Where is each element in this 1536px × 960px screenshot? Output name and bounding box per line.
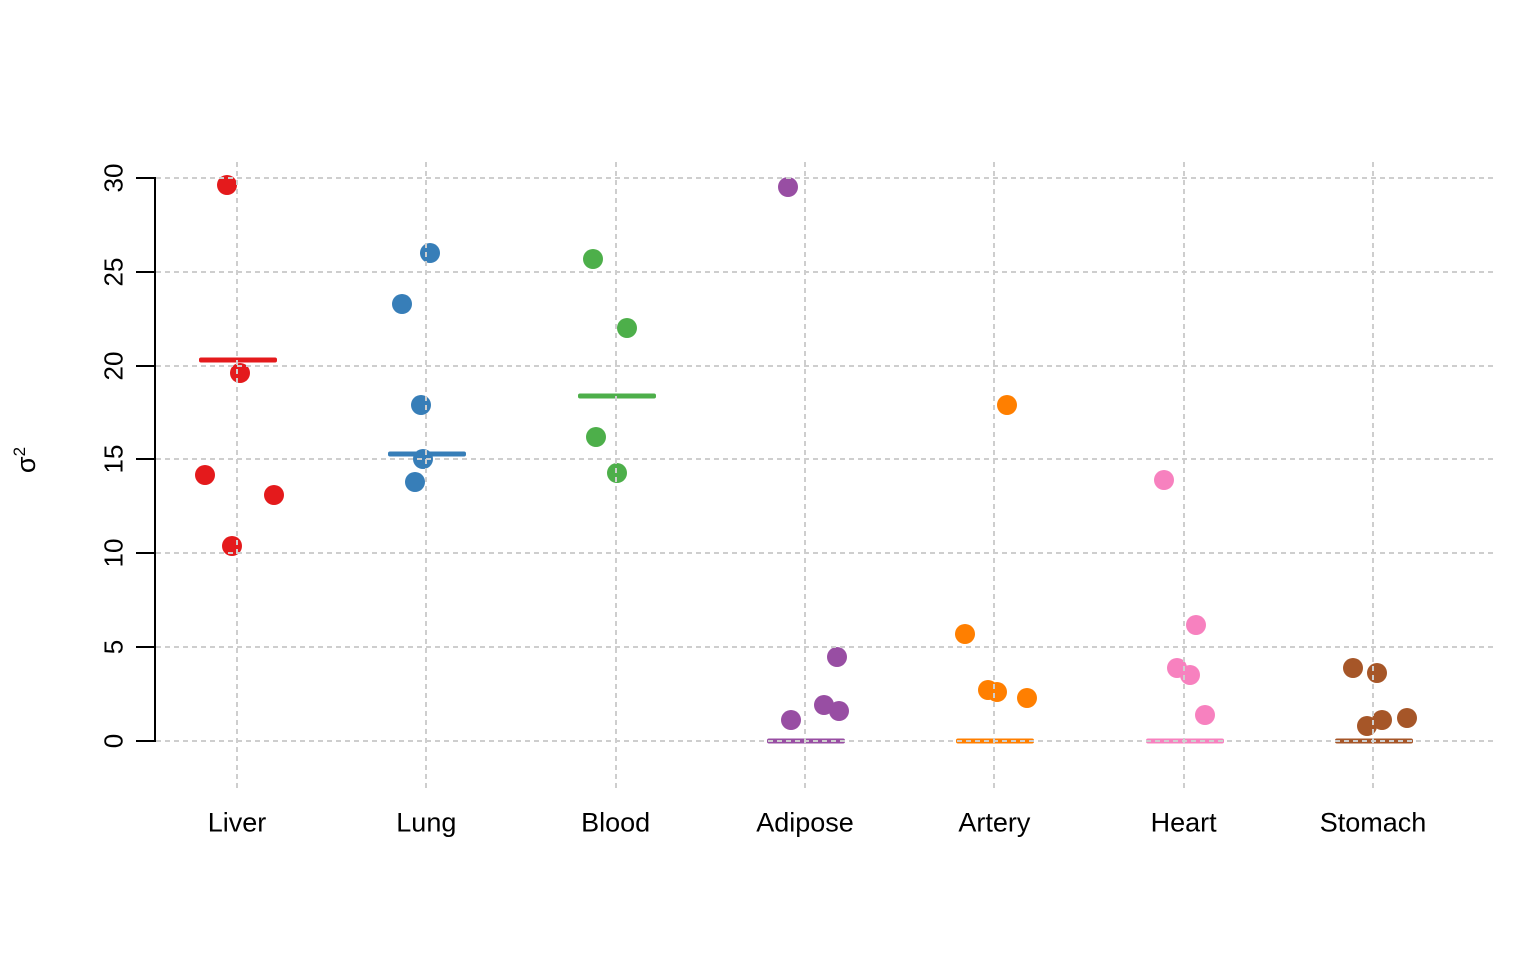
data-point-adipose	[777, 177, 798, 198]
x-category-label-blood: Blood	[581, 807, 651, 838]
y-tick-label: 30	[98, 163, 129, 193]
data-point-adipose	[828, 700, 849, 721]
x-category-label-heart: Heart	[1150, 807, 1217, 838]
y-tick-label: 15	[98, 445, 129, 474]
mean-line-liver	[199, 357, 277, 363]
data-point-blood	[585, 426, 606, 447]
data-point-artery	[997, 395, 1018, 416]
data-point-liver	[217, 175, 237, 196]
y-axis-title: σ2	[10, 447, 42, 473]
data-point-artery	[987, 682, 1008, 703]
y-axis-title-exponent: 2	[10, 446, 29, 457]
data-point-blood	[582, 248, 603, 269]
x-category-label-adipose: Adipose	[756, 807, 854, 838]
data-point-heart	[1185, 614, 1206, 635]
y-tick-label: 25	[98, 257, 129, 287]
y-axis-tick	[136, 364, 154, 367]
data-point-blood	[616, 318, 637, 339]
data-point-heart	[1153, 470, 1174, 491]
y-axis-tick	[136, 270, 154, 273]
data-point-blood	[606, 462, 627, 483]
data-point-adipose	[826, 646, 847, 667]
y-axis-tick	[136, 740, 154, 742]
data-point-heart	[1194, 704, 1215, 725]
data-point-liver	[195, 464, 215, 485]
y-axis-tick	[136, 646, 154, 649]
x-category-label-lung: Lung	[396, 807, 457, 838]
data-point-artery	[1017, 687, 1038, 708]
data-point-lung	[405, 472, 426, 492]
data-point-liver	[264, 485, 284, 506]
y-tick-label: 5	[98, 639, 129, 655]
y-axis-title-sigma: σ	[11, 456, 41, 474]
y-tick-label: 10	[98, 538, 129, 568]
y-axis-line	[154, 176, 156, 742]
mean-line-blood	[577, 393, 656, 399]
data-point-artery	[955, 624, 976, 645]
data-point-stomach	[1371, 710, 1392, 731]
data-point-stomach	[1342, 657, 1363, 678]
data-point-heart	[1179, 665, 1200, 686]
y-axis-tick	[136, 552, 154, 555]
y-tick-label: 20	[98, 351, 129, 381]
y-axis-tick	[136, 458, 154, 461]
x-category-label-liver: Liver	[207, 807, 267, 838]
x-category-label-stomach: Stomach	[1319, 807, 1427, 838]
data-point-liver	[230, 363, 250, 384]
y-axis-tick	[136, 176, 154, 179]
y-tick-label: 0	[98, 733, 129, 749]
data-point-stomach	[1396, 708, 1417, 729]
x-category-label-artery: Artery	[958, 807, 1031, 838]
data-point-adipose	[780, 710, 801, 731]
data-point-lung	[392, 293, 413, 314]
